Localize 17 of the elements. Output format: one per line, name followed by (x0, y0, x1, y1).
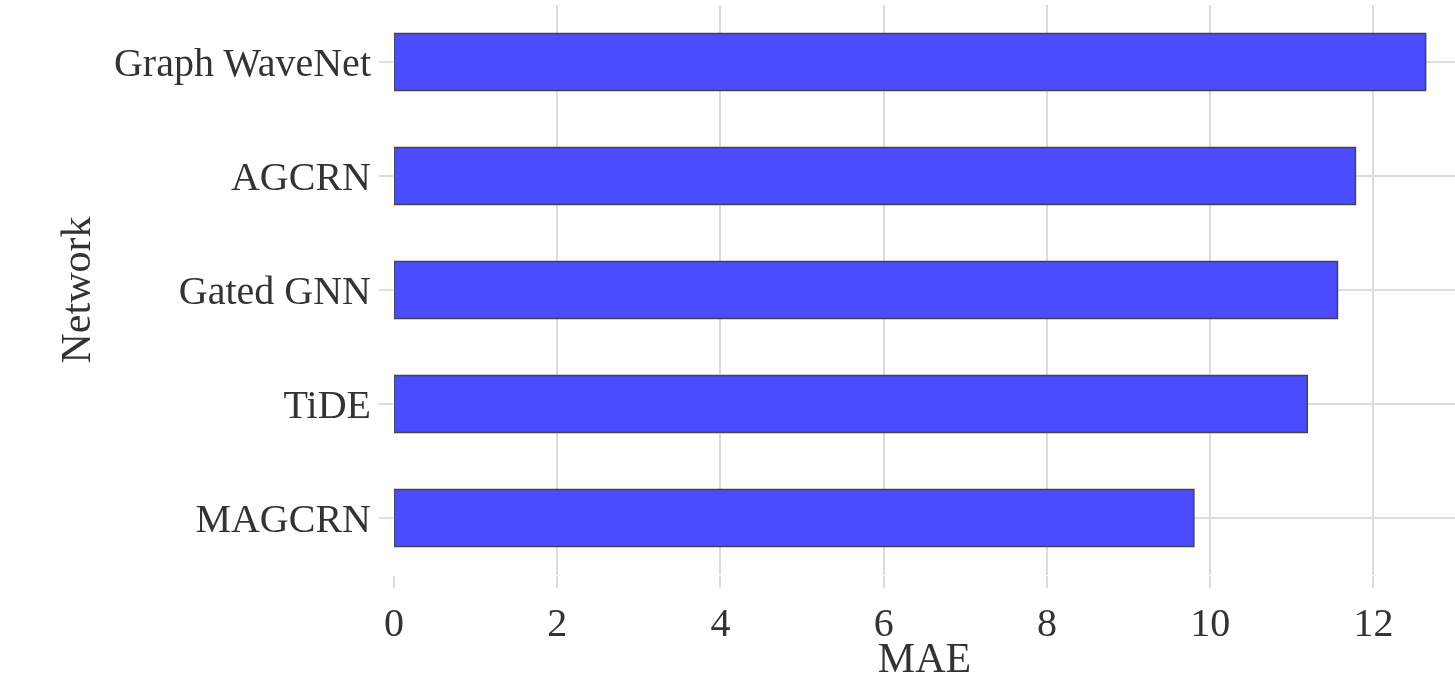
bar (394, 146, 1357, 206)
x-tick-label: 12 (1353, 600, 1394, 645)
bar (394, 488, 1195, 548)
bar (394, 32, 1427, 92)
bar (394, 374, 1309, 434)
y-tick-label: Graph WaveNet (113, 40, 371, 85)
y-axis-title: Network (52, 216, 99, 364)
y-tick-label: TiDE (283, 382, 371, 427)
x-tick-label: 8 (1036, 600, 1057, 645)
x-tick-label: 0 (384, 600, 404, 645)
bar (394, 260, 1339, 320)
y-tick-label: Gated GNN (178, 268, 371, 313)
x-tick-label: 10 (1190, 600, 1231, 645)
y-tick-label: MAGCRN (195, 496, 371, 541)
x-tick-label: 2 (547, 600, 568, 645)
y-tick-label: AGCRN (230, 154, 371, 199)
x-tick-label: 4 (710, 600, 731, 645)
